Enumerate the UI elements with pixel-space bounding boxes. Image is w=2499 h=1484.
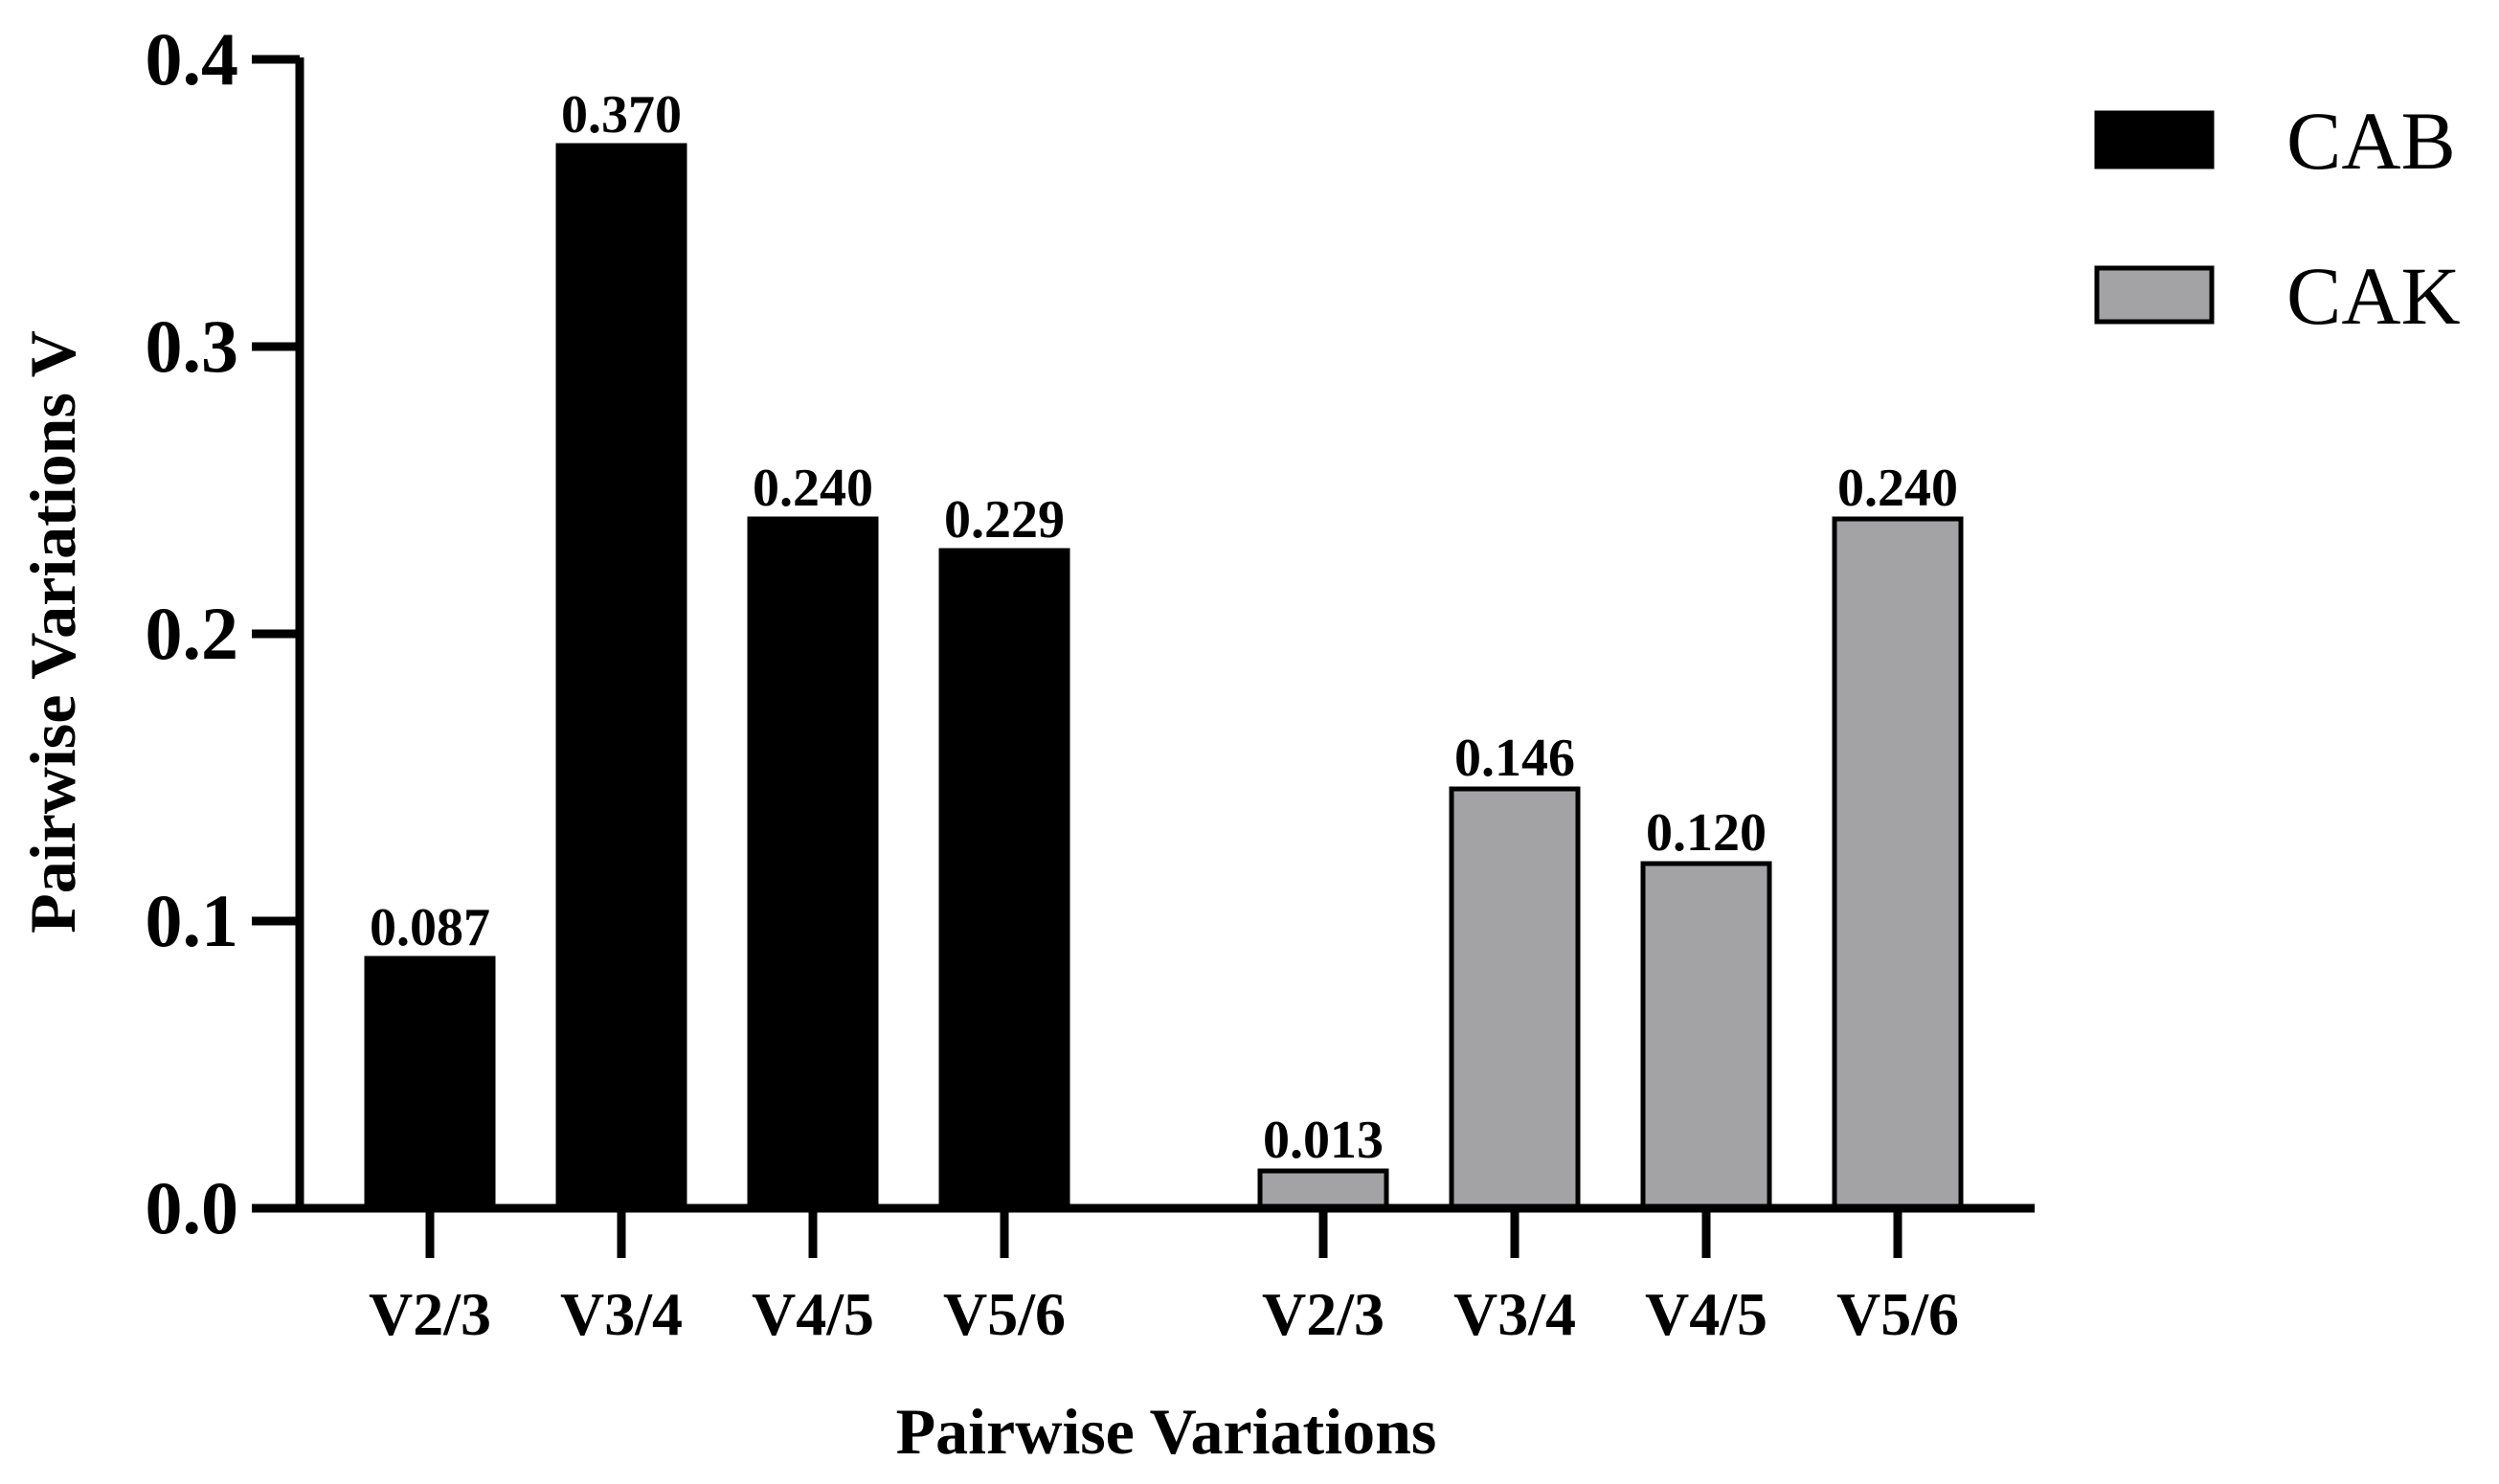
data-label-cak-3: 0.120: [1646, 803, 1767, 863]
x-axis-title: Pairwise Variations: [896, 1395, 1437, 1468]
legend: CAB CAK: [2094, 95, 2461, 342]
labels-layer: 0.087 V2/3 0.370 V3/4 0.240 V4/5 0.229 V5/6 0.01…: [146, 17, 1960, 1348]
data-label-cak-2: 0.146: [1454, 729, 1575, 788]
x-tick-label-cak-1: V2/3: [1262, 1280, 1385, 1348]
x-tick-label-cab-1: V2/3: [369, 1280, 491, 1348]
bar-cak-v3-4: [1449, 786, 1581, 1211]
x-tick-label-cab-4: V5/6: [943, 1280, 1066, 1348]
data-label-cab-3: 0.240: [753, 459, 873, 518]
x-tick-label-cak-3: V4/5: [1645, 1280, 1767, 1348]
data-label-cab-1: 0.087: [370, 898, 490, 957]
legend-label-cab: CAB: [2286, 95, 2456, 187]
data-label-cab-4: 0.229: [944, 490, 1065, 550]
bars-layer: [364, 143, 1964, 1211]
axes-layer: [252, 55, 2035, 1258]
bar-cab-v5-6: [938, 548, 1070, 1211]
y-tick-label-2: 0.2: [146, 592, 239, 675]
bar-cak-v2-3: [1257, 1168, 1389, 1211]
legend-label-cak: CAK: [2286, 250, 2461, 342]
y-tick-label-3: 0.3: [146, 304, 239, 388]
y-tick-label-0: 0.0: [146, 1166, 239, 1249]
x-tick-label-cak-2: V3/4: [1453, 1280, 1576, 1348]
bar-cab-v3-4: [555, 143, 687, 1211]
y-axis-title: Pairwise Variations V: [16, 330, 89, 933]
data-label-cab-2: 0.370: [561, 85, 682, 145]
y-tick-label-4: 0.4: [146, 17, 239, 101]
x-tick-label-cab-2: V3/4: [560, 1280, 683, 1348]
legend-swatch-cab: [2094, 110, 2215, 169]
bar-cak-v4-5: [1640, 861, 1772, 1211]
x-tick-label-cab-3: V4/5: [752, 1280, 874, 1348]
data-label-cak-1: 0.013: [1263, 1111, 1384, 1170]
data-label-cak-4: 0.240: [1837, 459, 1958, 518]
legend-swatch-cak: [2094, 265, 2215, 325]
bar-cab-v4-5: [747, 516, 879, 1211]
x-tick-label-cak-4: V5/6: [1836, 1280, 1959, 1348]
bar-cak-v5-6: [1832, 516, 1964, 1211]
bar-cab-v2-3: [364, 956, 496, 1211]
y-tick-label-1: 0.1: [146, 879, 239, 962]
